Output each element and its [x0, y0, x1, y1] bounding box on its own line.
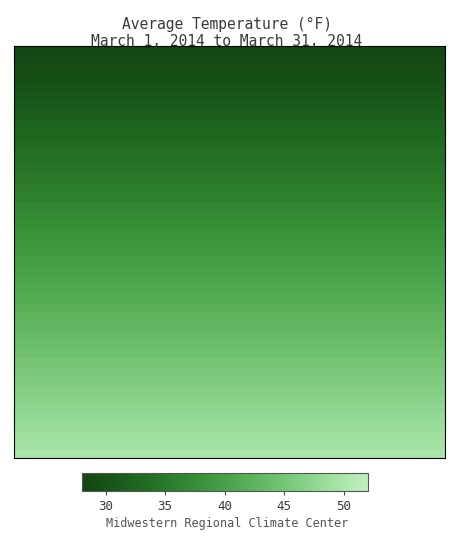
- Text: Midwestern Regional Climate Center: Midwestern Regional Climate Center: [106, 517, 348, 530]
- Text: March 1, 2014 to March 31, 2014: March 1, 2014 to March 31, 2014: [91, 34, 363, 49]
- Text: Average Temperature (°F): Average Temperature (°F): [122, 17, 332, 33]
